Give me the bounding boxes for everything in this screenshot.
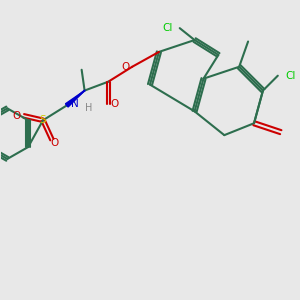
Text: O: O [110,99,118,109]
Text: Cl: Cl [162,23,172,33]
Text: O: O [12,111,20,121]
Text: S: S [40,115,46,125]
Text: H: H [85,103,92,113]
Text: O: O [51,138,59,148]
Text: O: O [121,62,129,72]
Text: N: N [71,99,79,109]
Polygon shape [65,91,85,107]
Text: Cl: Cl [285,71,296,81]
